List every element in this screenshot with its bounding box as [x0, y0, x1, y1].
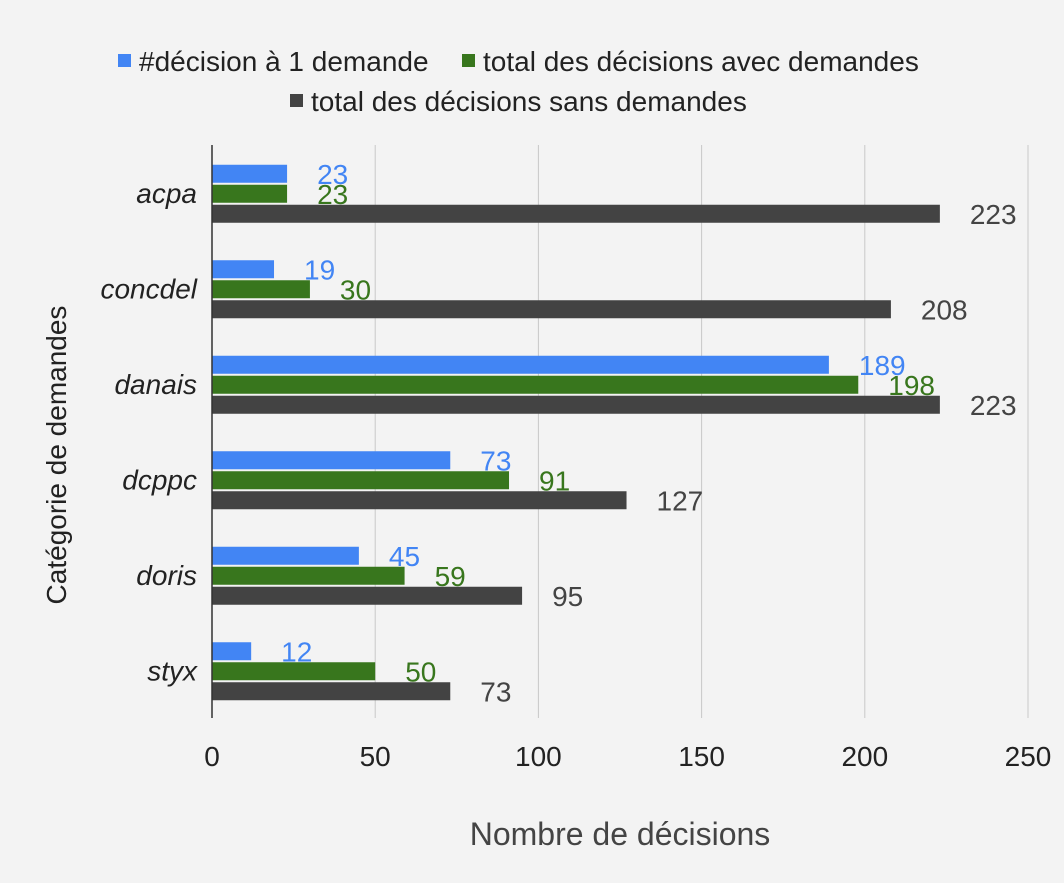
bar [212, 451, 451, 470]
gridlines [374, 145, 1029, 718]
data-label: 223 [970, 199, 1017, 230]
data-label: 208 [921, 294, 968, 325]
category-label: concdel [100, 273, 197, 304]
x-tick-label: 250 [1005, 741, 1052, 772]
legend-swatch [462, 54, 475, 67]
legend-label: #décision à 1 demande [139, 46, 429, 77]
data-label: 91 [539, 465, 570, 496]
bars [212, 164, 940, 701]
bar [212, 355, 829, 374]
x-tick-label: 200 [841, 741, 888, 772]
legend-swatch [118, 54, 131, 67]
bar [212, 300, 891, 319]
legend-label: total des décisions avec demandes [483, 46, 919, 77]
legend-swatch [290, 94, 303, 107]
bar [212, 280, 310, 299]
category-label: doris [136, 560, 197, 591]
bar [212, 164, 288, 183]
data-label: 45 [389, 541, 420, 572]
data-label: 198 [888, 370, 935, 401]
axes: 0 50 100 150 200 250 acpa concdel danais dcppc dor… [100, 145, 1051, 772]
data-label: 23 [317, 159, 348, 190]
category-label: dcppc [122, 464, 197, 495]
data-label: 189 [859, 350, 906, 381]
bar [212, 662, 376, 681]
data-label: 30 [340, 274, 371, 305]
bar [212, 260, 275, 279]
data-label: 73 [480, 445, 511, 476]
bar [212, 566, 405, 585]
data-label: 95 [552, 581, 583, 612]
bar [212, 586, 523, 605]
data-label: 19 [304, 254, 335, 285]
bar [212, 395, 940, 414]
data-label: 127 [657, 485, 704, 516]
x-tick-label: 0 [204, 741, 220, 772]
bar [212, 642, 252, 661]
data-label: 73 [480, 676, 511, 707]
data-label: 12 [281, 636, 312, 667]
bar [212, 491, 627, 510]
bar [212, 184, 288, 203]
data-label: 23 [317, 179, 348, 210]
data-label: 223 [970, 390, 1017, 421]
bar [212, 546, 359, 565]
y-axis-title: Catégorie de demandes [41, 306, 72, 605]
category-label: danais [114, 369, 197, 400]
bar [212, 375, 859, 394]
bar [212, 682, 451, 701]
bar [212, 471, 510, 490]
x-tick-label: 50 [360, 741, 391, 772]
legend: #décision à 1 demande total des décisions… [118, 46, 919, 117]
category-label: acpa [136, 178, 197, 209]
legend-label: total des décisions sans demandes [311, 86, 747, 117]
category-label: styx [147, 655, 198, 686]
x-tick-label: 100 [515, 741, 562, 772]
bar [212, 204, 940, 223]
data-label: 59 [435, 561, 466, 592]
x-axis-title: Nombre de décisions [470, 816, 771, 852]
x-tick-label: 150 [678, 741, 725, 772]
data-label: 50 [405, 656, 436, 687]
